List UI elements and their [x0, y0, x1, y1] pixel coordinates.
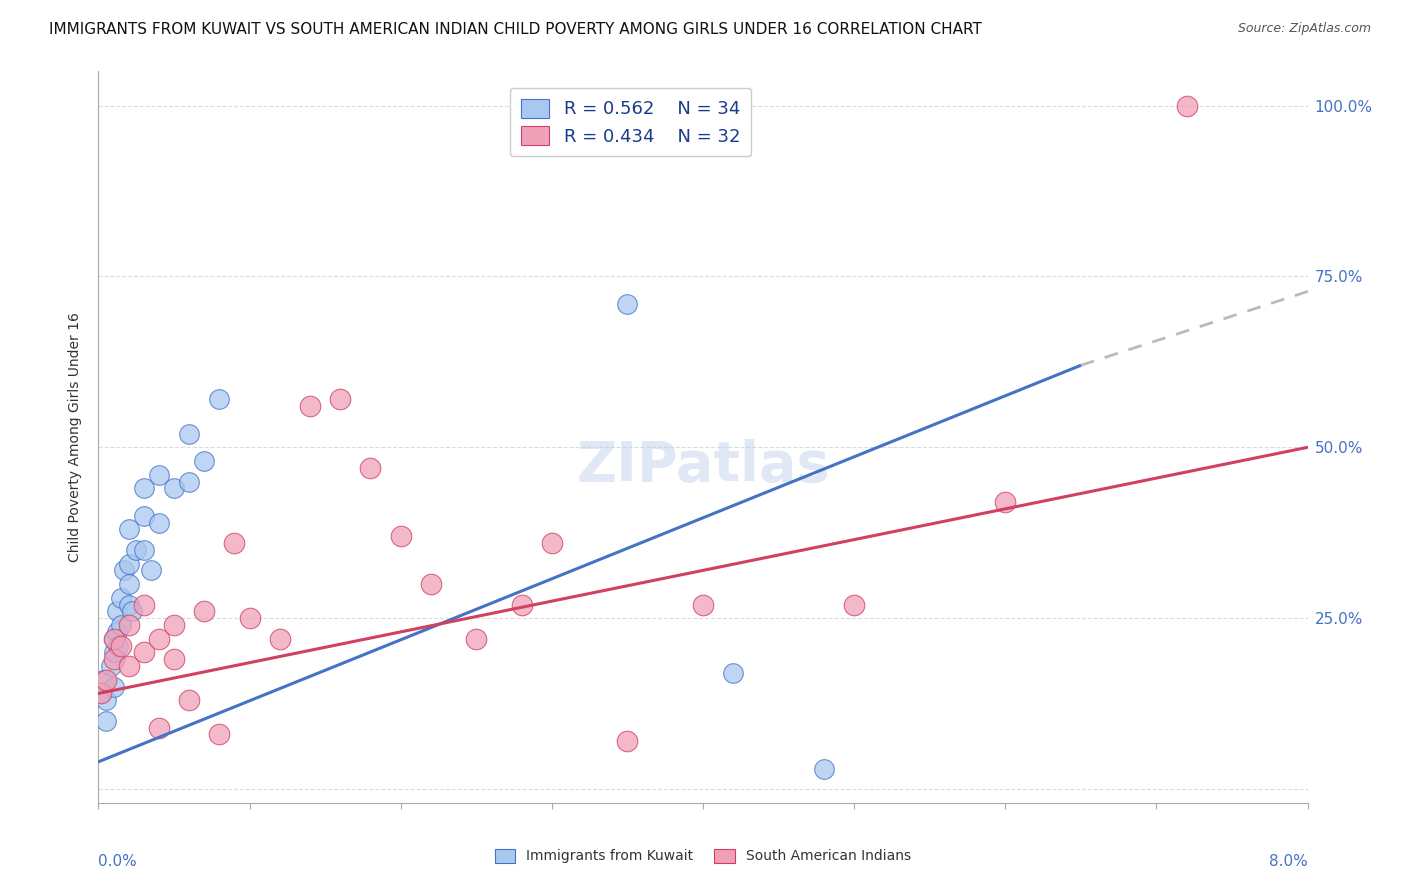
- Point: [616, 297, 638, 311]
- Point: [141, 563, 163, 577]
- Point: [163, 481, 186, 495]
- Point: [844, 598, 866, 612]
- Point: [239, 611, 262, 625]
- Point: [389, 529, 412, 543]
- Point: [179, 693, 201, 707]
- Point: [148, 721, 170, 735]
- Point: [540, 536, 562, 550]
- Point: [994, 495, 1017, 509]
- Point: [118, 577, 141, 591]
- Point: [94, 714, 117, 728]
- Point: [163, 618, 186, 632]
- Point: [118, 618, 141, 632]
- Point: [299, 400, 322, 414]
- Point: [103, 680, 125, 694]
- Point: [107, 639, 129, 653]
- Point: [121, 604, 143, 618]
- Point: [118, 522, 141, 536]
- Point: [132, 598, 155, 612]
- Point: [103, 632, 125, 646]
- Point: [208, 392, 231, 407]
- Point: [105, 604, 128, 618]
- Point: [118, 598, 141, 612]
- Point: [179, 426, 201, 441]
- Y-axis label: Child Poverty Among Girls Under 16: Child Poverty Among Girls Under 16: [69, 312, 83, 562]
- Point: [692, 598, 714, 612]
- Point: [179, 475, 201, 489]
- Point: [103, 652, 125, 666]
- Point: [163, 652, 186, 666]
- Text: 8.0%: 8.0%: [1268, 854, 1308, 869]
- Point: [224, 536, 246, 550]
- Point: [118, 557, 141, 571]
- Text: Source: ZipAtlas.com: Source: ZipAtlas.com: [1237, 22, 1371, 36]
- Text: ZIPatlas: ZIPatlas: [576, 440, 830, 493]
- Point: [420, 577, 443, 591]
- Point: [110, 618, 132, 632]
- Point: [125, 542, 148, 557]
- Point: [1175, 98, 1198, 112]
- Text: IMMIGRANTS FROM KUWAIT VS SOUTH AMERICAN INDIAN CHILD POVERTY AMONG GIRLS UNDER : IMMIGRANTS FROM KUWAIT VS SOUTH AMERICAN…: [49, 22, 981, 37]
- Point: [269, 632, 291, 646]
- Point: [90, 686, 112, 700]
- Point: [329, 392, 352, 407]
- Point: [100, 659, 122, 673]
- Point: [105, 624, 128, 639]
- Point: [132, 645, 155, 659]
- Point: [103, 632, 125, 646]
- Point: [723, 665, 745, 680]
- Point: [360, 460, 382, 475]
- Point: [132, 481, 155, 495]
- Point: [94, 673, 117, 687]
- Text: 0.0%: 0.0%: [98, 854, 138, 869]
- Point: [193, 604, 215, 618]
- Point: [132, 508, 155, 523]
- Point: [90, 686, 112, 700]
- Point: [465, 632, 488, 646]
- Point: [103, 645, 125, 659]
- Point: [616, 734, 638, 748]
- Point: [148, 516, 170, 530]
- Point: [813, 762, 835, 776]
- Point: [94, 693, 117, 707]
- Point: [148, 632, 170, 646]
- Point: [110, 591, 132, 605]
- Point: [118, 659, 141, 673]
- Point: [148, 467, 170, 482]
- Point: [208, 727, 231, 741]
- Point: [510, 598, 533, 612]
- Point: [193, 454, 215, 468]
- Legend: Immigrants from Kuwait, South American Indians: Immigrants from Kuwait, South American I…: [489, 843, 917, 869]
- Point: [112, 563, 135, 577]
- Point: [110, 639, 132, 653]
- Point: [132, 542, 155, 557]
- Point: [91, 673, 114, 687]
